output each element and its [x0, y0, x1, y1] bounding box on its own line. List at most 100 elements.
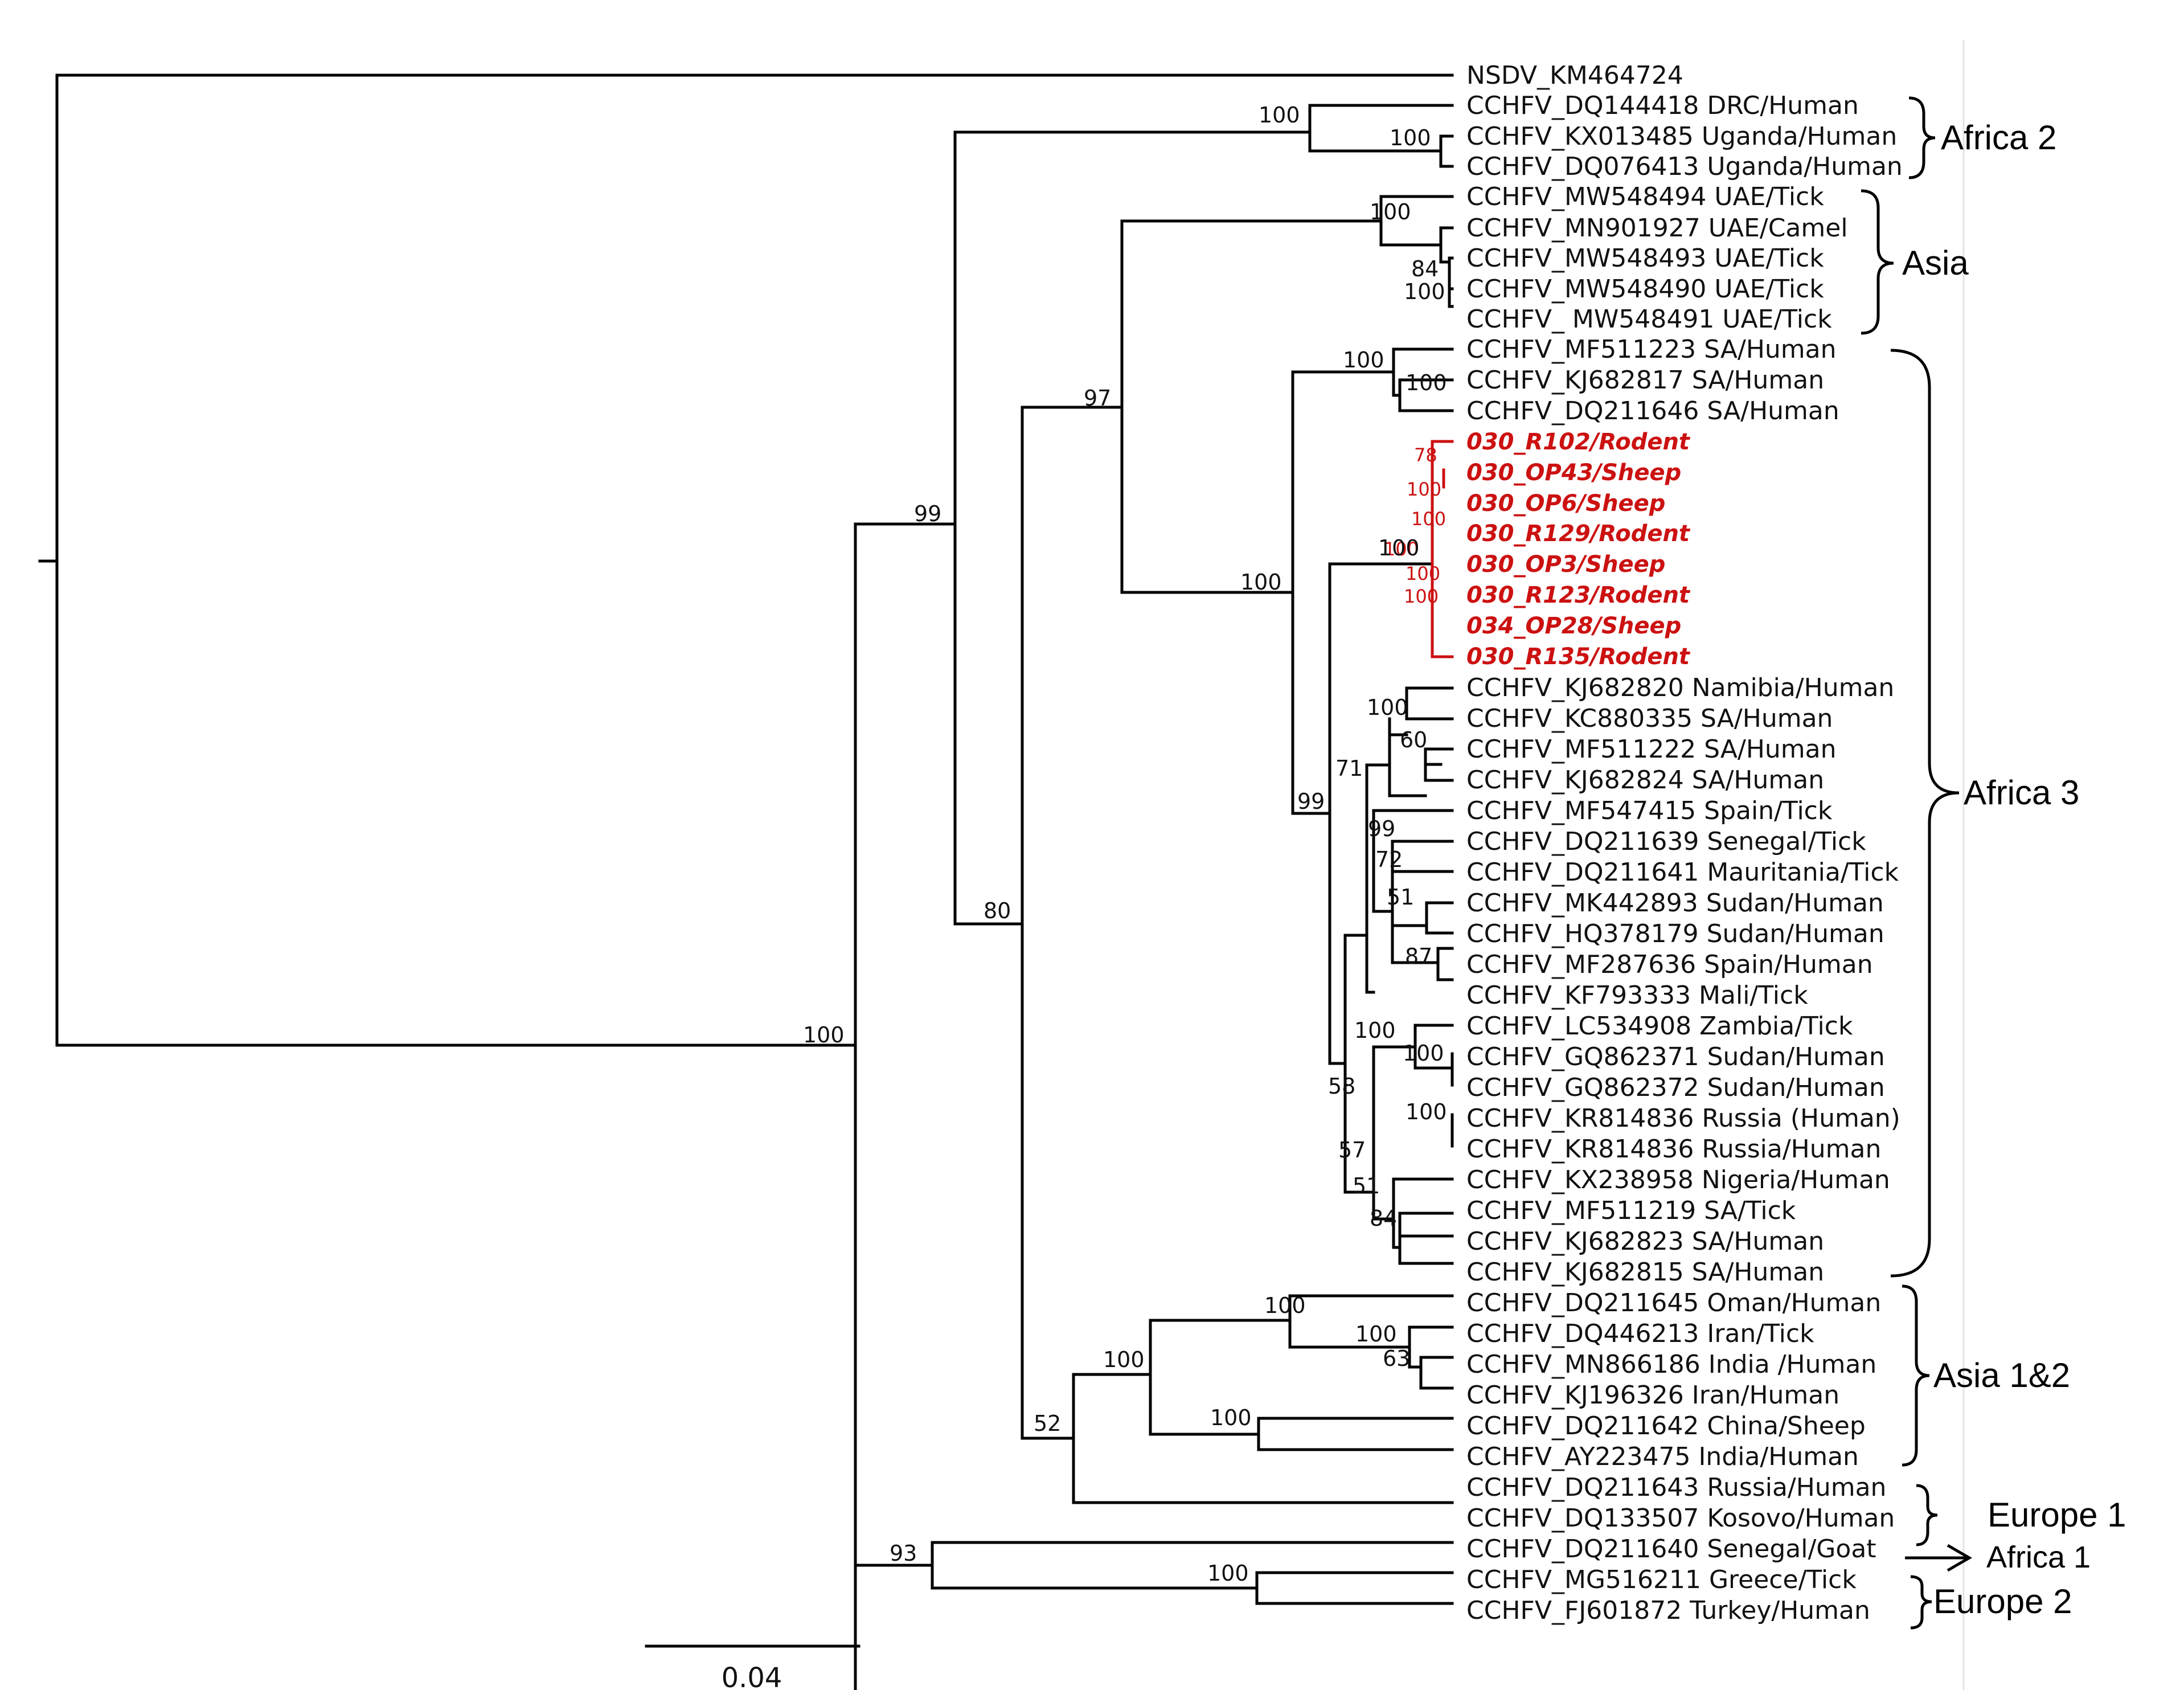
study-isolates-clade: [1328, 440, 1454, 658]
tip-label: CCHFV_LC534908 Zambia/Tick: [1466, 1012, 1853, 1041]
support-value: 100: [1103, 1347, 1145, 1372]
tip-label: CCHFV_MG516211 Greece/Tick: [1466, 1565, 1857, 1594]
tip-label: CCHFV_KR814836 Russia/Human: [1466, 1135, 1881, 1164]
support-values: 100 100 100 100 84 100 99 97 100 100 100…: [803, 103, 1447, 1586]
tip-label: CCHFV_MK442893 Sudan/Human: [1466, 889, 1884, 918]
support-value: 80: [984, 898, 1011, 923]
tip-label: CCHFV_KJ682824 SA/Human: [1466, 766, 1824, 795]
clade-label-africa3: Africa 3: [1964, 774, 2079, 812]
support-value: 58: [1328, 1074, 1355, 1099]
tip-label: NSDV_KM464724: [1466, 61, 1683, 90]
support-value: 87: [1405, 944, 1432, 969]
tip-label: CCHFV_MW548493 UAE/Tick: [1466, 244, 1824, 273]
study-tip-label: 030_R135/Rodent: [1466, 644, 1691, 670]
clade-label-asia12: Asia 1&2: [1933, 1356, 2070, 1394]
clade-label-africa2: Africa 2: [1941, 118, 2056, 157]
study-tip-label: 030_R102/Rodent: [1466, 429, 1691, 455]
support-value: 84: [1411, 256, 1439, 281]
support-value: 100: [1240, 570, 1282, 595]
tip-label: CCHFV_KR814836 Russia (Human): [1466, 1104, 1900, 1133]
support-value: 100: [1407, 478, 1441, 500]
support-value: 100: [1404, 586, 1439, 607]
tip-label: CCHFV_DQ211642 China/Sheep: [1466, 1411, 1866, 1441]
support-value: 100: [1207, 1561, 1249, 1586]
support-value: 52: [1034, 1411, 1061, 1436]
tip-label: CCHFV_MF511223 SA/Human: [1466, 335, 1837, 364]
support-value: 100: [1367, 695, 1408, 720]
tip-label: CCHFV_DQ133507 Kosovo/Human: [1466, 1504, 1895, 1533]
brace-europe1: [1916, 1484, 1938, 1546]
tip-label: CCHFV_MF287636 Spain/Human: [1466, 950, 1873, 979]
clade-label-africa1: Africa 1: [1986, 1540, 2091, 1574]
clade-label-europe2: Europe 2: [1933, 1582, 2072, 1621]
tree-branches: [38, 73, 1454, 1690]
support-value: 99: [1368, 816, 1395, 841]
tip-label: CCHFV_MW548494 UAE/Tick: [1466, 182, 1824, 211]
support-value: 100: [803, 1022, 845, 1047]
support-value: 100: [1403, 1041, 1444, 1066]
tip-label: CCHFV_DQ446213 Iran/Tick: [1466, 1319, 1814, 1348]
tip-label: CCHFV_MF511219 SA/Tick: [1466, 1196, 1796, 1225]
study-tip-label: 030_OP6/Sheep: [1466, 490, 1665, 517]
support-value: 57: [1338, 1137, 1366, 1163]
study-tip-label: 030_OP3/Sheep: [1466, 551, 1665, 578]
support-value: 100: [1210, 1405, 1252, 1430]
brace-africa3: [1890, 349, 1960, 1278]
support-value: 100: [1390, 125, 1431, 150]
clade-label-europe1: Europe 1: [1988, 1496, 2126, 1534]
tip-label: CCHFV_DQ211643 Russia/Human: [1466, 1473, 1886, 1502]
tip-label: CCHFV_KJ682820 Namibia/Human: [1466, 673, 1894, 702]
tip-label: CCHFV_AY223475 India/Human: [1466, 1442, 1859, 1471]
tip-label: CCHFV_DQ076413 Uganda/Human: [1466, 152, 1903, 181]
scale-bar-label: 0.04: [722, 1662, 782, 1690]
tip-label: CCHFV_HQ378179 Sudan/Human: [1466, 919, 1884, 948]
support-value: 97: [1084, 386, 1111, 411]
tip-label: CCHFV_DQ211645 Oman/Human: [1466, 1288, 1881, 1317]
support-value: 72: [1375, 847, 1403, 872]
support-value: 100: [1404, 279, 1445, 304]
support-value: 100: [1378, 535, 1420, 560]
tip-label: CCHFV_GQ862371 Sudan/Human: [1466, 1042, 1885, 1071]
support-value: 51: [1387, 885, 1414, 910]
tip-label: CCHFV_DQ211646 SA/Human: [1466, 396, 1839, 425]
support-value: 100: [1406, 370, 1447, 395]
support-value: 60: [1400, 727, 1427, 752]
support-value: 100: [1264, 1293, 1306, 1318]
support-value: 63: [1383, 1346, 1410, 1371]
support-value: 84: [1370, 1206, 1397, 1231]
tip-label: CCHFV_KJ682815 SA/Human: [1466, 1258, 1824, 1287]
tip-label: CCHFV_KJ682823 SA/Human: [1466, 1227, 1824, 1256]
support-value: 100: [1370, 199, 1411, 224]
support-value: 99: [1297, 789, 1325, 814]
brace-africa2: [1908, 96, 1936, 179]
tip-label: CCHFV_MF511222 SA/Human: [1466, 735, 1837, 764]
tip-label: CCHFV_DQ144418 DRC/Human: [1466, 91, 1859, 120]
support-value: 100: [1406, 1099, 1447, 1124]
tip-label: CCHFV_KX013485 Uganda/Human: [1466, 122, 1897, 151]
clade-brackets: Africa 2 Asia Africa 3 Asia 1&2 Europe 1…: [1861, 96, 2126, 1630]
study-tip-label: 030_R123/Rodent: [1466, 582, 1691, 608]
tip-label: CCHFV_KJ196326 Iran/Human: [1466, 1381, 1839, 1410]
arrow-icon: [1947, 1544, 1972, 1572]
support-value: 100: [1406, 563, 1440, 584]
study-tip-label: 034_OP28/Sheep: [1466, 613, 1681, 639]
tip-label: CCHFV_KJ682817 SA/Human: [1466, 366, 1824, 395]
study-tip-label: 030_OP43/Sheep: [1466, 460, 1681, 486]
support-value: 100: [1259, 103, 1300, 128]
brace-europe2: [1910, 1575, 1932, 1630]
tip-label: CCHFV_ MW548491 UAE/Tick: [1466, 305, 1832, 334]
brace-asia: [1861, 189, 1894, 335]
support-value: 100: [1384, 538, 1419, 560]
tip-label: CCHFV_MN901927 UAE/Camel: [1466, 214, 1848, 243]
tip-label: CCHFV_KX238958 Nigeria/Human: [1466, 1165, 1890, 1194]
tip-label: CCHFV_DQ211640 Senegal/Goat: [1466, 1534, 1876, 1564]
support-value: 100: [1355, 1321, 1397, 1347]
scale-bar: 0.04: [645, 1644, 861, 1690]
tip-label: CCHFV_MN866186 India /Human: [1466, 1350, 1876, 1379]
support-value: 51: [1353, 1173, 1380, 1198]
support-value: 100: [1354, 1018, 1396, 1043]
tip-label: CCHFV_MW548490 UAE/Tick: [1466, 275, 1824, 304]
tip-label: CCHFV_KC880335 SA/Human: [1466, 704, 1833, 733]
